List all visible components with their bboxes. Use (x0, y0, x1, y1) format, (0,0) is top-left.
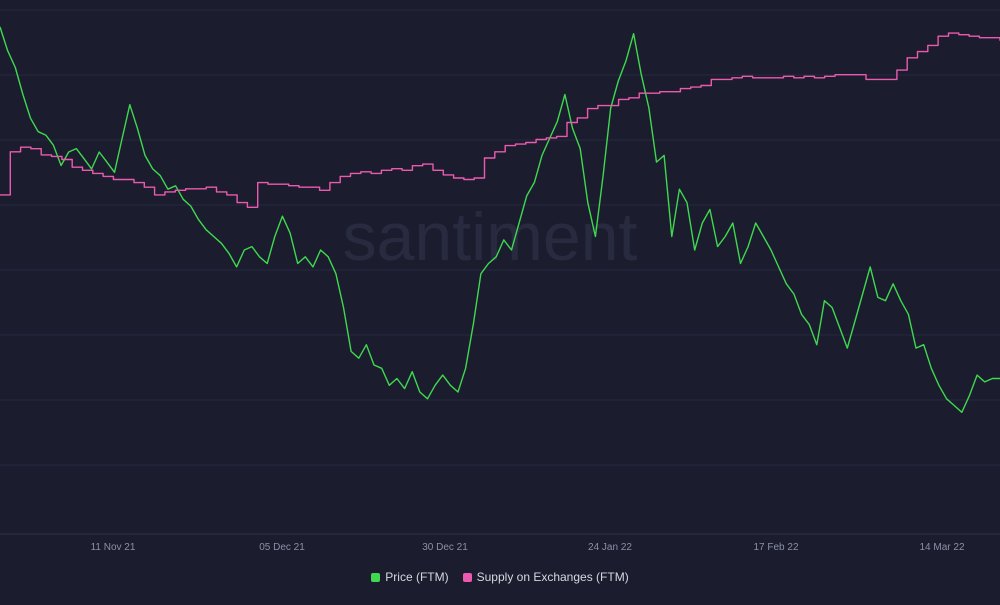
legend: Price (FTM) Supply on Exchanges (FTM) (0, 568, 1000, 586)
x-tick-label: 11 Nov 21 (91, 542, 136, 553)
legend-label-supply: Supply on Exchanges (FTM) (476, 570, 629, 584)
legend-swatch-supply (462, 572, 472, 582)
x-axis-ticks: 11 Nov 21 05 Dec 21 30 Dec 21 24 Jan 22 17 F… (91, 542, 965, 553)
x-tick-label: 30 Dec 21 (422, 542, 468, 553)
x-tick-label: 05 Dec 21 (259, 542, 305, 553)
x-tick-label: 14 Mar 22 (919, 542, 964, 553)
x-tick-label: 17 Feb 22 (753, 542, 798, 553)
legend-label-price: Price (FTM) (385, 570, 449, 584)
series-layer (0, 26, 1000, 413)
series-line-supply (0, 32, 1000, 208)
x-tick-label: 24 Jan 22 (588, 542, 632, 553)
grid (0, 9, 1000, 466)
watermark: santiment (343, 199, 638, 275)
legend-item-price[interactable]: Price (FTM) (371, 570, 449, 584)
legend-swatch-price (371, 572, 381, 582)
legend-item-supply[interactable]: Supply on Exchanges (FTM) (462, 570, 629, 584)
series-line-price (0, 26, 1000, 413)
